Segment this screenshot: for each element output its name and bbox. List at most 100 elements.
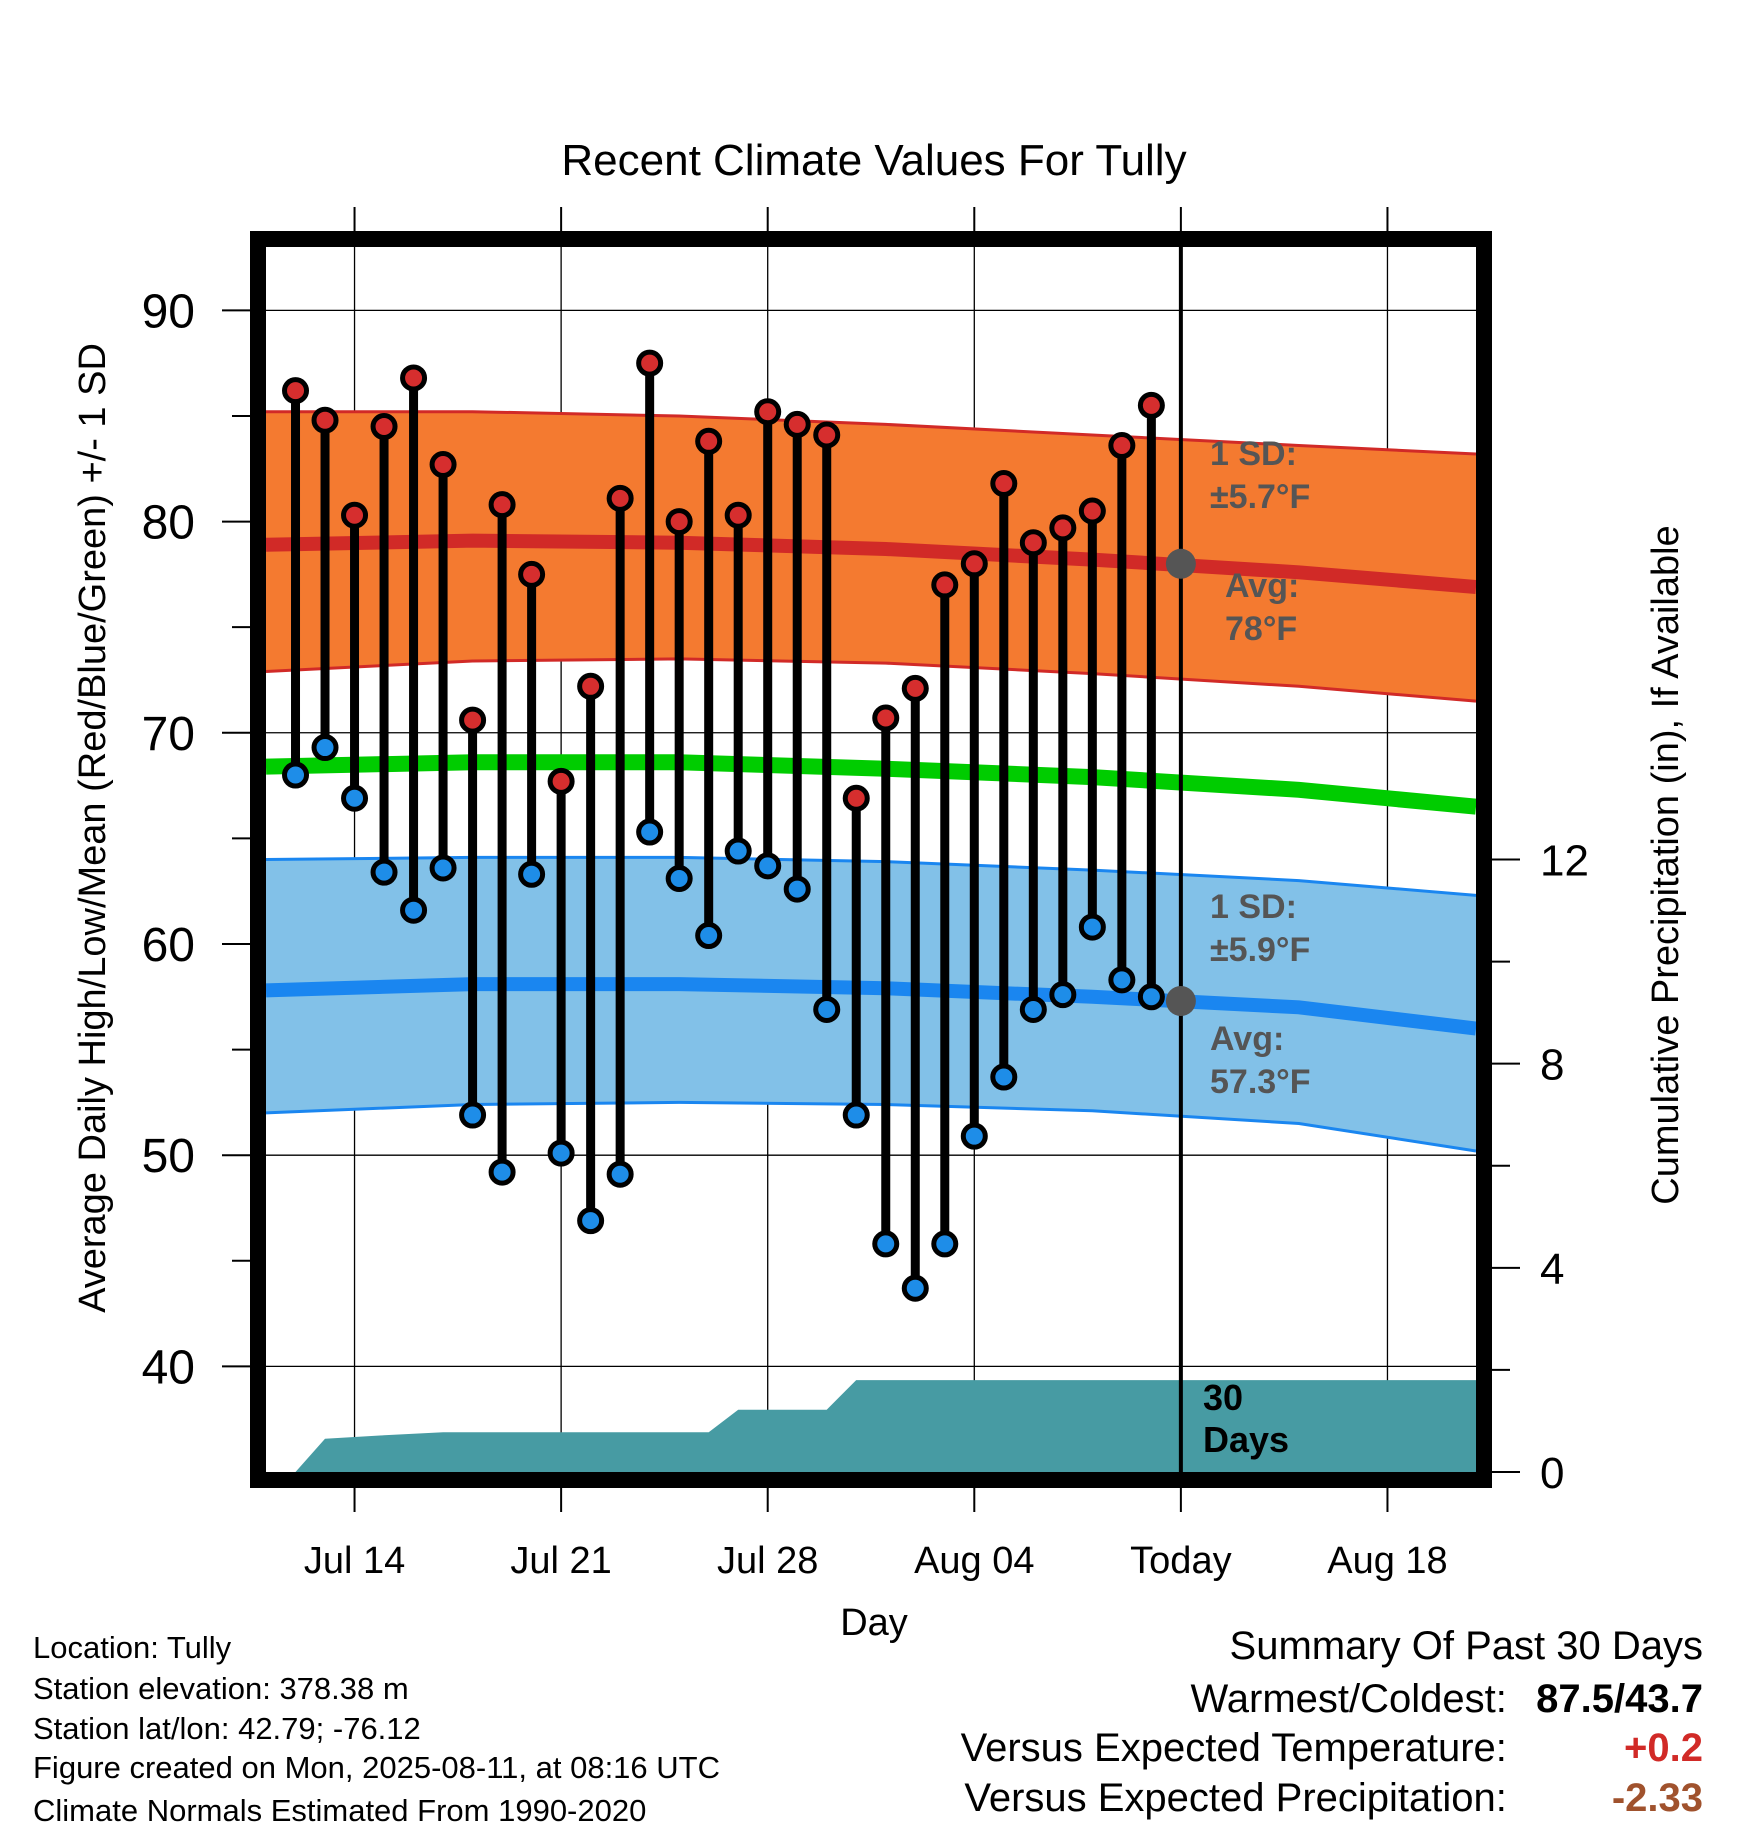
station-latlon: Station lat/lon: 42.79; -76.12 — [33, 1711, 421, 1746]
daily-high-point — [754, 398, 782, 426]
figure-created: Figure created on Mon, 2025-08-11, at 08… — [33, 1750, 720, 1785]
daily-low-point — [1019, 995, 1047, 1023]
daily-high-point — [518, 560, 546, 588]
x-tick-label: Jul 21 — [510, 1540, 611, 1582]
daily-high-point — [1049, 514, 1077, 542]
daily-high-point — [783, 410, 811, 438]
daily-low-point — [931, 1230, 959, 1258]
high-sd-label: 1 SD: — [1210, 435, 1297, 473]
high-avg-label: Avg: — [1225, 567, 1299, 605]
daily-low-point — [754, 852, 782, 880]
y-tick-label: 80 — [142, 497, 195, 550]
x-tick-label: Jul 14 — [304, 1540, 405, 1582]
daily-low-point — [577, 1207, 605, 1235]
y-tick-label: 50 — [142, 1130, 195, 1183]
plot-frame — [250, 231, 1492, 1488]
daily-high-point — [695, 427, 723, 455]
low-sd-band — [266, 857, 1476, 1151]
today-high-avg-marker — [1165, 548, 1196, 579]
daily-high-point — [282, 377, 310, 405]
y-tick-label: 60 — [142, 919, 195, 972]
precip-label: Versus Expected Precipitation: — [964, 1776, 1507, 1820]
summary-heading: Summary Of Past 30 Days — [1229, 1624, 1703, 1668]
x-tick-label: Aug 04 — [914, 1540, 1034, 1582]
daily-low-point — [1049, 981, 1077, 1009]
daily-low-point — [518, 860, 546, 888]
y-tick-label: 90 — [142, 285, 195, 338]
daily-low-point — [813, 995, 841, 1023]
daily-high-point — [311, 406, 339, 434]
x-tick-label: Today — [1130, 1540, 1231, 1582]
days-count: 30 — [1203, 1377, 1243, 1418]
y-axis-label: Average Daily High/Low/Mean (Red/Blue/Gr… — [72, 343, 114, 1313]
x-tick-label: Jul 28 — [717, 1540, 818, 1582]
temp-value: +0.2 — [1624, 1726, 1703, 1770]
daily-high-point — [1108, 432, 1136, 460]
daily-low-point — [724, 837, 752, 865]
high-band-upper-edge — [266, 410, 1476, 456]
precipitation-area — [295, 1380, 1476, 1472]
high-band-lower-edge — [266, 657, 1476, 703]
daily-low-point — [1078, 913, 1106, 941]
daily-high-point — [547, 767, 575, 795]
climate-normals: Climate Normals Estimated From 1990-2020 — [33, 1793, 647, 1828]
summary-precip: Versus Expected Precipitation: -2.33 — [964, 1778, 1703, 1818]
daily-high-point — [429, 451, 457, 479]
normal-high-line — [266, 533, 1476, 594]
y2-tick-label: 12 — [1540, 837, 1589, 886]
daily-high-point — [901, 674, 929, 702]
daily-high-point — [872, 704, 900, 732]
daily-low-point — [990, 1063, 1018, 1091]
y-tick-label: 70 — [142, 708, 195, 761]
daily-low-point — [636, 818, 664, 846]
daily-low-point — [901, 1274, 929, 1302]
low-sd-label: 1 SD: — [1210, 888, 1297, 926]
daily-low-point — [400, 896, 428, 924]
daily-high-point — [488, 491, 516, 519]
daily-high-point — [813, 421, 841, 449]
daily-low-point — [872, 1230, 900, 1258]
daily-low-point — [488, 1158, 516, 1186]
daily-high-point — [1137, 391, 1165, 419]
daily-high-point — [960, 550, 988, 578]
x-axis-label: Day — [840, 1602, 908, 1644]
plot-area: 1 SD: ±5.7°F Avg: 78°F 1 SD: ±5.9°F Avg: 57.3°F… — [266, 247, 1476, 1472]
daily-high-point — [341, 501, 369, 529]
summary-temp: Versus Expected Temperature: +0.2 — [961, 1728, 1703, 1768]
daily-low-point — [695, 922, 723, 950]
high-sd-band — [266, 411, 1476, 702]
y-tick-label: 40 — [142, 1341, 195, 1394]
high-sd-value: ±5.7°F — [1210, 478, 1310, 516]
temp-label: Versus Expected Temperature: — [960, 1726, 1507, 1770]
daily-low-point — [429, 854, 457, 882]
daily-low-point — [606, 1160, 634, 1188]
daily-low-point — [960, 1122, 988, 1150]
low-avg-label: Avg: — [1210, 1020, 1284, 1058]
daily-high-point — [842, 784, 870, 812]
daily-high-point — [636, 349, 664, 377]
low-sd-value: ±5.9°F — [1210, 931, 1310, 969]
y2-tick-label: 8 — [1540, 1041, 1564, 1090]
station-elevation: Station elevation: 378.38 m — [33, 1671, 409, 1706]
daily-low-point — [665, 865, 693, 893]
low-avg-value: 57.3°F — [1210, 1063, 1311, 1101]
daily-high-point — [931, 571, 959, 599]
daily-low-point — [311, 734, 339, 762]
days-label: Days — [1203, 1419, 1289, 1460]
daily-low-point — [341, 784, 369, 812]
precip-value: -2.33 — [1611, 1776, 1703, 1820]
daily-low-point — [1137, 983, 1165, 1011]
daily-high-point — [370, 413, 398, 441]
y2-tick-label: 4 — [1540, 1245, 1564, 1294]
daily-low-point — [783, 875, 811, 903]
daily-low-point — [842, 1101, 870, 1129]
warm-cold-value: 87.5/43.7 — [1536, 1677, 1703, 1721]
daily-low-point — [282, 761, 310, 789]
y2-axis-label: Cumulative Precipitation (in), If Availa… — [1645, 525, 1687, 1204]
chart-title: Recent Climate Values For Tully — [561, 136, 1186, 185]
daily-high-point — [1019, 529, 1047, 557]
daily-high-point — [459, 706, 487, 734]
daily-low-point — [370, 858, 398, 886]
warm-cold-label: Warmest/Coldest: — [1190, 1677, 1507, 1721]
